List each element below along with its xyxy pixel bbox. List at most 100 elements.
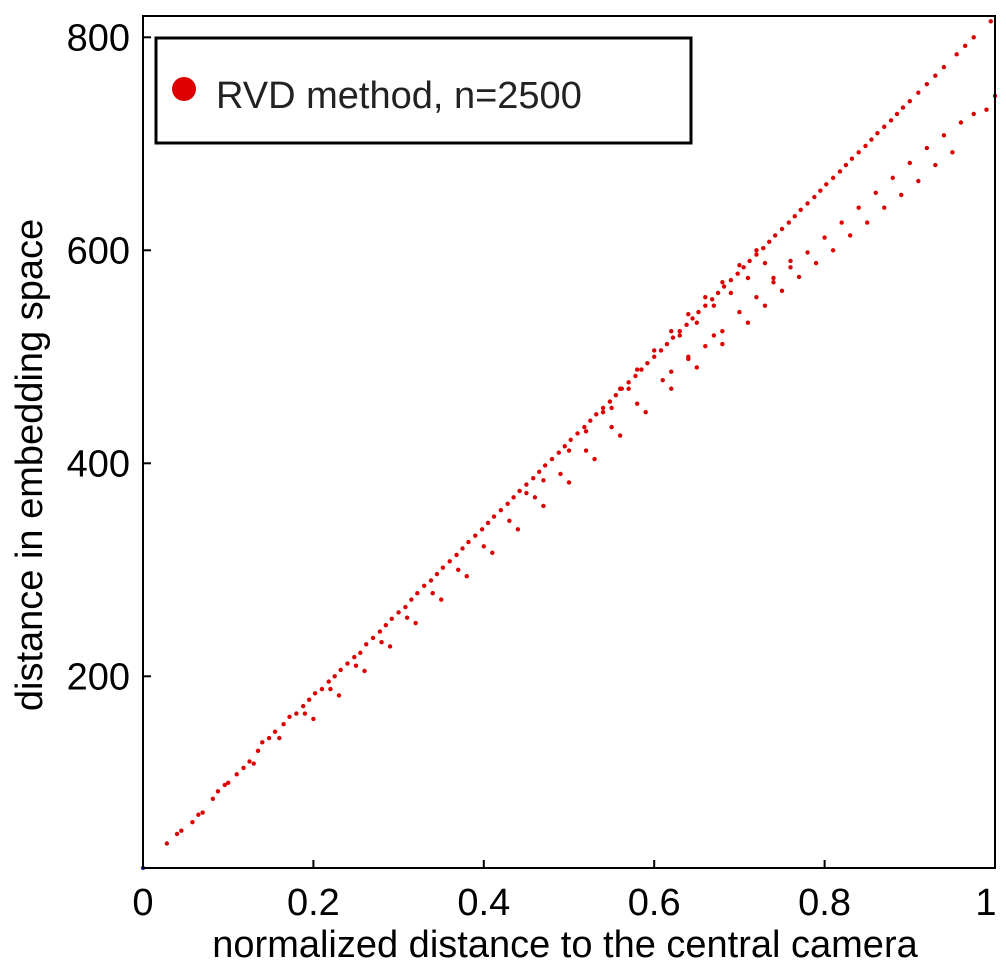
data-point (745, 320, 751, 325)
data-point (711, 303, 717, 308)
data-point (888, 118, 894, 123)
data-point (907, 160, 912, 166)
data-point (389, 616, 394, 621)
data-point (364, 642, 369, 647)
data-point (715, 290, 721, 296)
data-point (328, 686, 333, 692)
data-point (899, 192, 904, 198)
data-point (916, 90, 921, 95)
data-point (226, 780, 231, 785)
data-point (856, 150, 861, 155)
data-point (600, 405, 606, 411)
legend-label: RVD method, n=2500 (216, 75, 582, 117)
data-point (694, 320, 699, 325)
data-point (592, 456, 597, 462)
data-point (843, 162, 849, 168)
data-point (916, 178, 921, 184)
data-point (805, 250, 810, 255)
data-point (971, 111, 976, 117)
legend-box (154, 36, 693, 145)
data-point (456, 567, 461, 572)
data-point (747, 258, 752, 264)
data-point (600, 409, 606, 415)
y-axis-ticks: 200 400 600 800 (67, 17, 151, 698)
data-point (941, 133, 947, 138)
data-point (652, 354, 657, 359)
data-point (771, 275, 776, 281)
data-point (798, 207, 803, 213)
data-point (626, 386, 631, 391)
data-point (266, 735, 272, 741)
data-points (140, 19, 998, 871)
y-tick-label: 600 (67, 230, 130, 272)
data-point (771, 280, 776, 285)
data-point (645, 360, 650, 366)
data-point (377, 629, 383, 634)
data-point (300, 703, 306, 709)
data-point (485, 520, 491, 526)
data-point (737, 309, 742, 315)
data-point (439, 597, 444, 602)
data-point (856, 205, 861, 210)
data-point (430, 591, 435, 596)
data-point (609, 405, 614, 411)
data-point (234, 772, 239, 777)
data-point (241, 765, 246, 771)
data-point (694, 365, 699, 370)
data-point (669, 329, 674, 334)
data-point (873, 190, 878, 195)
data-point (658, 348, 664, 353)
data-point (761, 245, 766, 251)
data-point (541, 503, 546, 509)
data-point (634, 367, 640, 372)
data-point (754, 294, 759, 300)
data-point (890, 175, 895, 181)
x-tick-label: 0.8 (798, 882, 851, 924)
data-point (690, 316, 695, 321)
legend: RVD method, n=2500 (154, 36, 693, 145)
data-point (345, 661, 350, 666)
data-point (312, 691, 318, 696)
data-point (594, 412, 599, 417)
data-point (532, 495, 538, 500)
x-tick-label: 0.2 (287, 882, 340, 924)
legend-marker (172, 77, 196, 101)
data-point (179, 828, 184, 833)
data-point (634, 401, 640, 406)
data-point (971, 35, 976, 40)
data-point (954, 52, 959, 57)
data-point (415, 591, 420, 596)
data-point (720, 280, 725, 285)
data-point (387, 644, 393, 649)
data-point (933, 73, 938, 78)
data-point (613, 392, 619, 398)
data-point (721, 284, 727, 289)
y-tick-label: 400 (67, 443, 130, 485)
data-point (617, 433, 623, 438)
data-point (524, 482, 529, 487)
data-point (447, 559, 452, 564)
data-point (837, 169, 843, 174)
data-point (247, 759, 252, 764)
data-point (498, 507, 504, 513)
y-axis-title: distance in embedding space (9, 219, 51, 711)
data-point (962, 43, 968, 49)
y-tick-label: 800 (67, 17, 130, 59)
data-point (737, 263, 742, 268)
x-axis-title: normalized distance to the central camer… (212, 924, 918, 966)
data-point (670, 335, 676, 340)
data-point (686, 354, 691, 359)
data-point (568, 437, 573, 443)
data-point (306, 697, 312, 702)
data-point (466, 539, 471, 545)
data-point (660, 378, 665, 383)
data-point (720, 329, 725, 334)
data-point (403, 604, 408, 610)
data-point (882, 124, 887, 129)
data-point (174, 831, 180, 837)
data-point (481, 544, 486, 549)
data-point (413, 620, 418, 626)
data-point (558, 471, 563, 477)
data-point (556, 450, 561, 455)
